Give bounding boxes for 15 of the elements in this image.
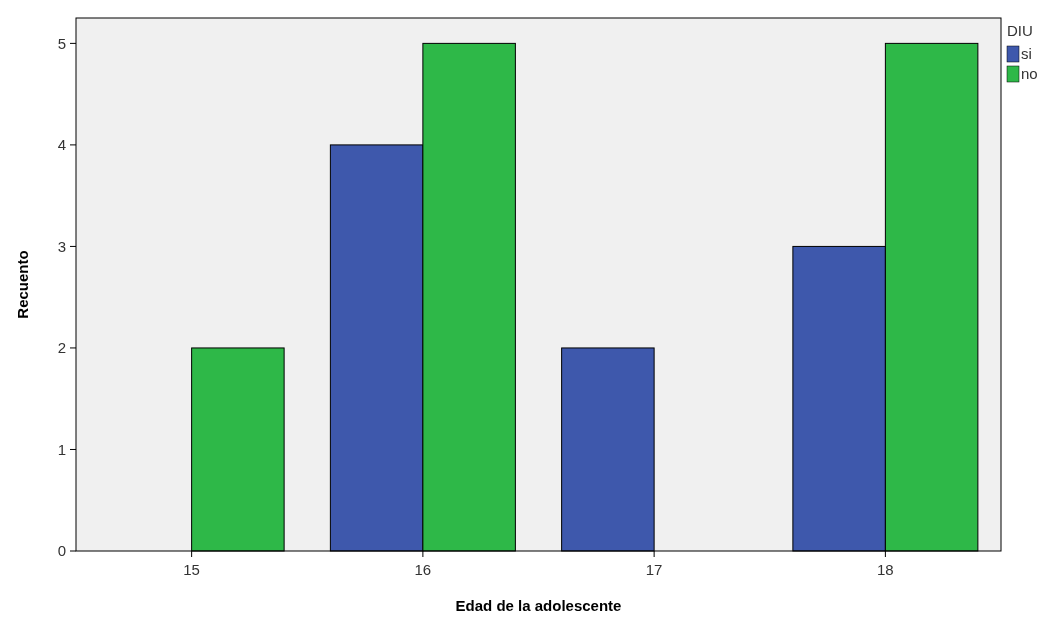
y-tick-label: 3 — [57, 237, 66, 255]
x-tick-label: 16 — [414, 561, 432, 578]
x-tick-label: 18 — [877, 561, 894, 578]
x-axis-title: Edad de la adolescente — [455, 597, 622, 614]
x-tick-label: 17 — [645, 561, 663, 578]
legend-label: no — [1021, 65, 1038, 82]
x-tick-label: 15 — [183, 561, 200, 578]
legend-label: si — [1021, 45, 1032, 62]
y-tick-label: 2 — [57, 339, 66, 357]
y-tick-label: 1 — [57, 440, 66, 458]
y-tick-label: 5 — [57, 34, 66, 52]
y-tick-label: 0 — [57, 542, 66, 560]
legend-title: DIU — [1007, 22, 1033, 39]
y-axis-title: Recuento — [14, 250, 31, 319]
y-tick-label: 4 — [57, 136, 66, 154]
